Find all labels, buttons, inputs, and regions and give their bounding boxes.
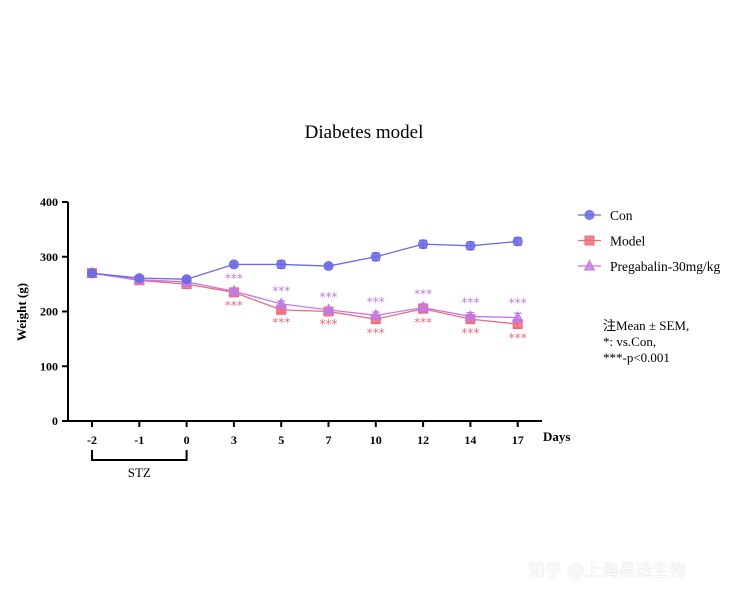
- x-tick-label: 5: [278, 433, 284, 447]
- data-point: [87, 268, 97, 279]
- data-point: [511, 310, 524, 323]
- series-line: [91, 272, 518, 319]
- x-tick-label: 7: [326, 433, 332, 447]
- data-point: [228, 259, 239, 270]
- stz-bracket: [91, 450, 188, 461]
- data-point: [370, 251, 381, 262]
- significance-above: ***: [367, 295, 385, 309]
- legend-label: Con: [610, 208, 633, 223]
- series-line: [91, 240, 518, 280]
- note-line-3: ***-p<0.001: [603, 350, 670, 365]
- legend-entry: Model: [578, 234, 645, 249]
- legend-marker: [584, 235, 595, 246]
- data-point: [465, 240, 476, 251]
- series-square: [87, 268, 523, 330]
- significance-above: ***: [414, 287, 432, 301]
- x-tick-label: 0: [184, 433, 190, 447]
- legend-label: Model: [610, 234, 645, 249]
- series-triangle: [86, 266, 524, 323]
- y-tick-label: 200: [40, 305, 58, 319]
- data-point: [323, 261, 334, 272]
- significance-below: ***: [272, 316, 290, 330]
- x-tick-label: 12: [417, 433, 429, 447]
- legend-marker: [583, 259, 596, 271]
- x-tick-label: -2: [87, 433, 97, 447]
- y-tick-label: 400: [40, 195, 58, 209]
- data-point: [418, 239, 429, 250]
- data-point: [275, 297, 288, 309]
- data-point: [276, 259, 287, 270]
- significance-below: ***: [225, 299, 243, 313]
- data-point: [417, 301, 429, 313]
- legend-marker: [584, 210, 595, 220]
- legend-entry: Pregabalin-30mg/kg: [578, 259, 720, 274]
- series-circle: [87, 236, 523, 285]
- data-point: [228, 284, 240, 296]
- significance-below: ***: [367, 326, 385, 340]
- significance-below: ***: [461, 326, 479, 340]
- watermark: 知乎 @上海易选生物: [528, 561, 687, 581]
- data-point: [181, 274, 192, 285]
- x-tick-label: -1: [134, 433, 144, 447]
- stz-label: STZ: [128, 465, 151, 480]
- series-line: [91, 272, 518, 325]
- legend-label: Pregabalin-30mg/kg: [610, 259, 720, 274]
- y-axis-label: Weight (g): [14, 283, 29, 341]
- x-tick-label: 14: [464, 433, 476, 447]
- significance-below: ***: [414, 316, 432, 330]
- significance-above: ***: [509, 296, 527, 310]
- x-tick-label: 3: [231, 433, 237, 447]
- data-point: [134, 273, 145, 284]
- note-line-1: 注Mean ± SEM,: [603, 318, 690, 333]
- y-tick-label: 100: [40, 359, 58, 373]
- x-tick-label: 10: [370, 433, 382, 447]
- significance-above: ***: [461, 296, 479, 310]
- significance-below: ***: [509, 331, 527, 345]
- note-line-2: *: vs.Con,: [603, 334, 657, 349]
- legend-entry: Con: [578, 208, 633, 223]
- significance-above: ***: [272, 284, 290, 298]
- significance-below: ***: [320, 317, 338, 331]
- x-tick-label: 17: [512, 433, 524, 447]
- significance-above: ***: [320, 290, 338, 304]
- y-tick-label: 0: [52, 414, 58, 428]
- data-point: [369, 308, 382, 320]
- chart-title: Diabetes model: [305, 122, 424, 143]
- y-tick-label: 300: [40, 250, 58, 264]
- x-axis-label: Days: [543, 429, 570, 444]
- data-point: [464, 309, 477, 321]
- significance-above: ***: [225, 272, 243, 286]
- statistics-note: 注Mean ± SEM, *: vs.Con, ***-p<0.001: [603, 318, 689, 366]
- data-point: [322, 303, 335, 315]
- data-point: [512, 236, 523, 247]
